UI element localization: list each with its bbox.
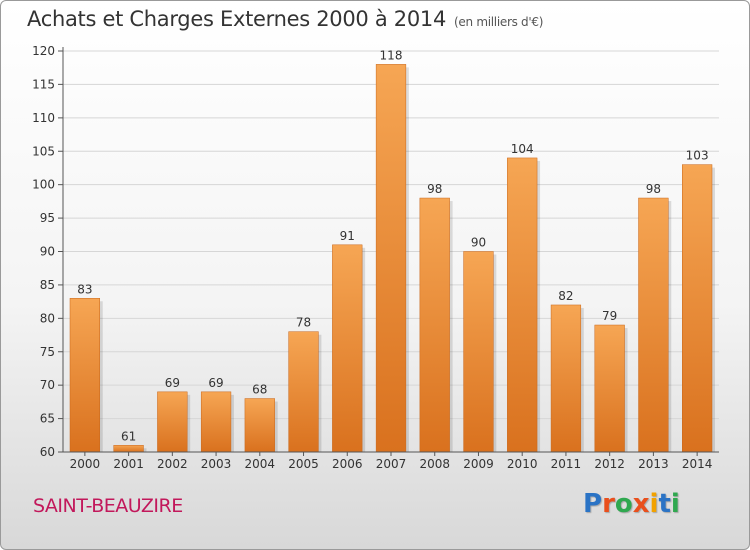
x-tick-label-2004: 2004 [245,457,276,471]
x-tick-label-2005: 2005 [288,457,319,471]
chart-title: Achats et Charges Externes 2000 à 2014 (e… [27,7,544,31]
x-tick-label-2008: 2008 [419,457,450,471]
data-label-2001: 61 [121,429,136,443]
y-tick-label: 90 [40,245,55,259]
data-label-2011: 82 [558,289,573,303]
logo-letter: r [602,489,615,519]
y-tick-label: 85 [40,278,55,292]
x-tick-label-2009: 2009 [463,457,494,471]
y-tick-label: 100 [32,178,55,192]
x-tick-label-2011: 2011 [551,457,582,471]
y-axis: 60 65 70 75 80 85 90 95 100 105 110 115 120 [32,44,64,459]
chart-subtitle: (en milliers d'€) [454,15,544,29]
y-tick-label: 105 [32,144,55,158]
data-label-2006: 91 [340,229,355,243]
x-tick-label-2003: 2003 [201,457,232,471]
logo-letter: x [632,489,650,519]
x-tick-label-2002: 2002 [157,457,188,471]
x-tick-label-2007: 2007 [376,457,407,471]
proxiti-logo: Proxiti [583,489,680,519]
commune-name: SAINT-BEAUZIRE [33,495,183,517]
bar-2005 [288,331,319,453]
x-tick-label-2014: 2014 [682,457,713,471]
x-axis: 2000 2001 2002 2003 2004 2005 2006 2007 2008 2009… [63,451,719,471]
bar-2013 [638,197,669,453]
y-tick-label: 110 [32,111,55,125]
bar-2014 [682,164,713,453]
logo-letter: i [670,489,680,519]
data-labels: 83 61 69 69 68 78 91 118 98 90 104 82 79 98 103 [77,48,708,443]
bar-2011 [550,304,582,453]
data-label-2005: 78 [296,316,311,330]
data-label-2008: 98 [427,182,442,196]
y-tick-label: 120 [32,44,55,58]
y-tick-label: 65 [40,412,55,426]
y-tick-label: 95 [40,211,55,225]
data-label-2000: 83 [77,282,92,296]
logo-letter: i [649,489,659,519]
x-tick-label-2013: 2013 [638,457,669,471]
y-tick-label: 75 [40,345,55,359]
logo-letter: P [583,489,603,519]
data-label-2014: 103 [686,149,709,163]
x-tick-label-2001: 2001 [113,457,144,471]
y-tick-label: 80 [40,311,55,325]
data-label-2003: 69 [208,376,223,390]
bar-2004 [244,398,275,453]
data-label-2002: 69 [165,376,180,390]
data-label-2009: 90 [471,236,486,250]
data-label-2010: 104 [511,142,534,156]
bar-2003 [200,391,232,453]
bar-2007 [375,64,407,453]
x-tick-label-2006: 2006 [332,457,363,471]
data-label-2007: 118 [380,48,403,62]
bar-2009 [463,251,494,453]
data-label-2012: 79 [602,309,617,323]
y-tick-label: 60 [40,445,55,459]
bar-2000 [69,298,100,453]
bar-2012 [594,324,625,453]
data-label-2013: 98 [646,182,661,196]
bar-2001 [113,445,144,453]
logo-letter: t [658,489,671,519]
bar-2010 [507,157,538,453]
x-tick-label-2000: 2000 [70,457,101,471]
bars [69,64,716,453]
y-tick-label: 115 [32,77,55,91]
bar-2002 [157,391,188,453]
logo-letter: o [614,489,633,519]
bar-2006 [332,244,363,453]
y-tick-label: 70 [40,378,55,392]
x-tick-label-2012: 2012 [594,457,625,471]
bar-2008 [419,197,450,453]
data-label-2004: 68 [252,383,267,397]
x-tick-label-2010: 2010 [507,457,538,471]
